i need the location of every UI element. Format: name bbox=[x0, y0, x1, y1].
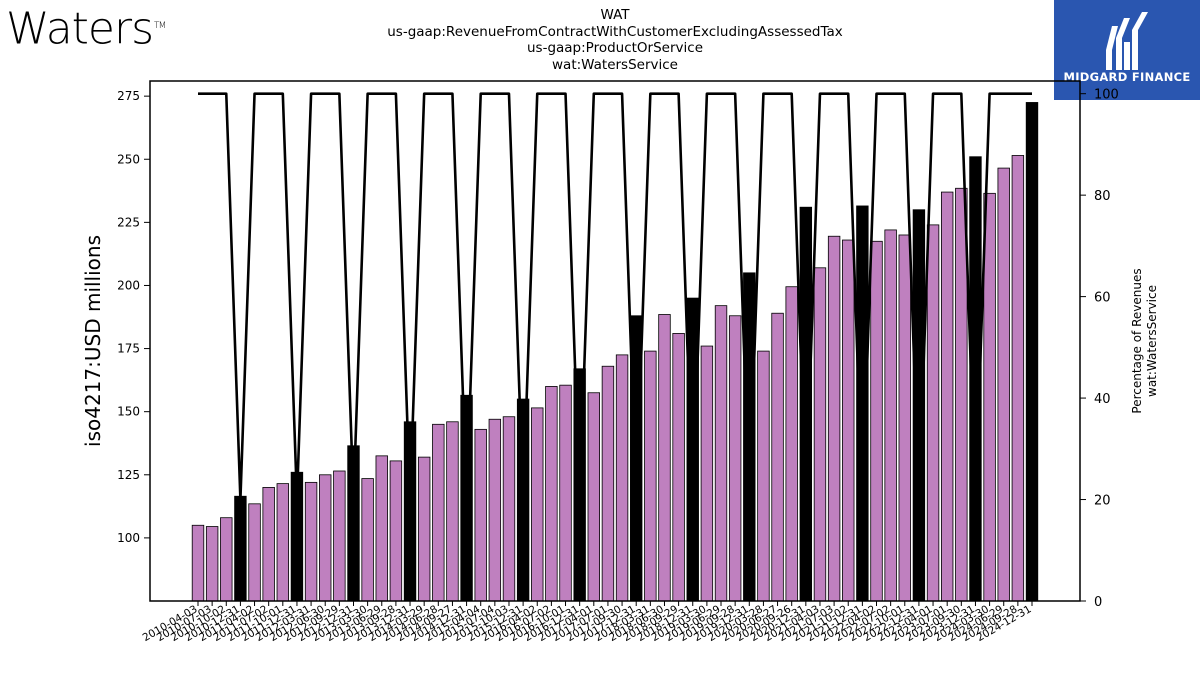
bar-2016-10-01 bbox=[559, 384, 572, 602]
bar-2016-07-02 bbox=[545, 386, 558, 602]
bars-layer bbox=[191, 102, 1039, 602]
bar-2011-04-02 bbox=[248, 503, 261, 602]
title-line-member: wat:WatersService bbox=[552, 56, 678, 73]
bar-2010-07-03 bbox=[205, 526, 219, 602]
bar-2014-09-27 bbox=[446, 421, 459, 602]
y2-tick-label: 100 bbox=[1094, 88, 1119, 103]
bar-2019-09-28 bbox=[728, 315, 742, 602]
bar-2016-04-02 bbox=[531, 407, 544, 602]
y-tick-label: 250 bbox=[117, 152, 140, 166]
y-tick-label: 225 bbox=[117, 215, 140, 229]
bar-2024-09-28 bbox=[1011, 155, 1025, 602]
bar-2022-04-02 bbox=[870, 240, 883, 602]
y-tick-label: 275 bbox=[117, 89, 140, 103]
y-axis-label: iso4217:USD millions bbox=[81, 235, 105, 447]
bar-2021-10-02 bbox=[842, 239, 855, 602]
bar-2020-09-26 bbox=[785, 286, 798, 602]
bar-2019-06-29 bbox=[714, 305, 728, 602]
bar-2013-09-28 bbox=[389, 460, 403, 602]
bar-2021-04-03 bbox=[813, 267, 827, 602]
bar-2014-06-28 bbox=[432, 423, 445, 602]
bar-2013-06-29 bbox=[375, 455, 388, 602]
line-layer bbox=[198, 92, 1032, 501]
plot-frame bbox=[149, 80, 1081, 602]
bar-2010-04-03 bbox=[191, 524, 205, 602]
chart-title-block: WAT us-gaap:RevenueFromContractWithCusto… bbox=[380, 7, 850, 73]
bar-2013-12-31 bbox=[403, 421, 417, 602]
title-line-axis: us-gaap:ProductOrService bbox=[526, 40, 704, 56]
bar-2013-03-30 bbox=[361, 478, 374, 602]
title-line-concept: us-gaap:RevenueFromContractWithCustomerE… bbox=[387, 23, 843, 40]
bar-2019-03-30 bbox=[700, 345, 714, 602]
bar-2024-06-29 bbox=[997, 167, 1010, 602]
y-tick-label: 150 bbox=[117, 405, 140, 419]
bar-2022-10-01 bbox=[898, 234, 911, 602]
bar-2019-12-31 bbox=[743, 272, 756, 602]
y2-tick-label: 0 bbox=[1094, 595, 1102, 610]
bar-2023-04-01 bbox=[926, 224, 940, 602]
waters-logo: WatersTM bbox=[6, 3, 166, 55]
bar-2024-12-31 bbox=[1025, 102, 1039, 602]
bar-2018-09-29 bbox=[672, 333, 685, 602]
y2-tick-label: 60 bbox=[1094, 291, 1111, 306]
bar-2020-03-28 bbox=[757, 350, 770, 602]
y2-tick-label: 80 bbox=[1094, 189, 1111, 204]
bar-2021-07-03 bbox=[827, 235, 841, 602]
bar-2015-10-03 bbox=[502, 416, 516, 602]
y2-tick-label: 40 bbox=[1094, 392, 1111, 407]
y2-axis-label-line2: wat:WatersService bbox=[1145, 285, 1159, 397]
bar-2011-10-01 bbox=[276, 483, 290, 602]
bar-2015-07-04 bbox=[488, 418, 502, 602]
bar-2012-06-30 bbox=[319, 474, 332, 602]
title-line-ticker: WAT bbox=[600, 7, 630, 23]
x-axis-ticks: 2010-04-032010-07-032010-10-022010-12-31… bbox=[141, 601, 1034, 644]
y-tick-label: 125 bbox=[117, 468, 140, 482]
bar-2018-06-30 bbox=[658, 314, 671, 602]
bar-2024-03-30 bbox=[983, 192, 996, 602]
midgard-logo-icon bbox=[1106, 12, 1148, 70]
bar-2023-09-30 bbox=[955, 187, 968, 602]
bar-2010-10-02 bbox=[220, 517, 233, 602]
bar-2015-04-04 bbox=[474, 428, 487, 602]
y-tick-label: 175 bbox=[117, 342, 140, 356]
bar-2012-03-31 bbox=[304, 481, 318, 602]
bar-2018-03-31 bbox=[644, 350, 657, 602]
y2-tick-label: 20 bbox=[1094, 494, 1111, 509]
bar-2018-12-31 bbox=[686, 297, 699, 602]
bar-2023-07-01 bbox=[940, 191, 954, 602]
bar-2012-09-29 bbox=[333, 470, 346, 602]
midgard-finance-badge: MIDGARD FINANCE bbox=[1054, 0, 1200, 100]
bar-2017-09-30 bbox=[615, 354, 629, 602]
y2-axis-ticks: 0 20 40 60 80 100 bbox=[1080, 88, 1119, 610]
bar-2017-04-01 bbox=[587, 392, 600, 602]
bar-2022-07-02 bbox=[884, 229, 897, 602]
bar-2010-12-31 bbox=[234, 495, 247, 602]
y-tick-label: 100 bbox=[117, 531, 140, 545]
percentage-line bbox=[198, 92, 1032, 501]
bar-2017-07-01 bbox=[601, 365, 615, 602]
y-axis-ticks: 100 125 150 175 200 225 250 275 bbox=[117, 89, 150, 545]
bar-2014-03-29 bbox=[417, 456, 431, 602]
y2-axis-label-line1: Percentage of Revenues bbox=[1130, 268, 1144, 413]
bar-2011-07-02 bbox=[262, 487, 275, 602]
trademark-symbol: TM bbox=[154, 21, 166, 31]
badge-label: MIDGARD FINANCE bbox=[1063, 70, 1191, 84]
bar-2020-06-27 bbox=[771, 312, 784, 602]
y-tick-label: 200 bbox=[117, 278, 140, 292]
